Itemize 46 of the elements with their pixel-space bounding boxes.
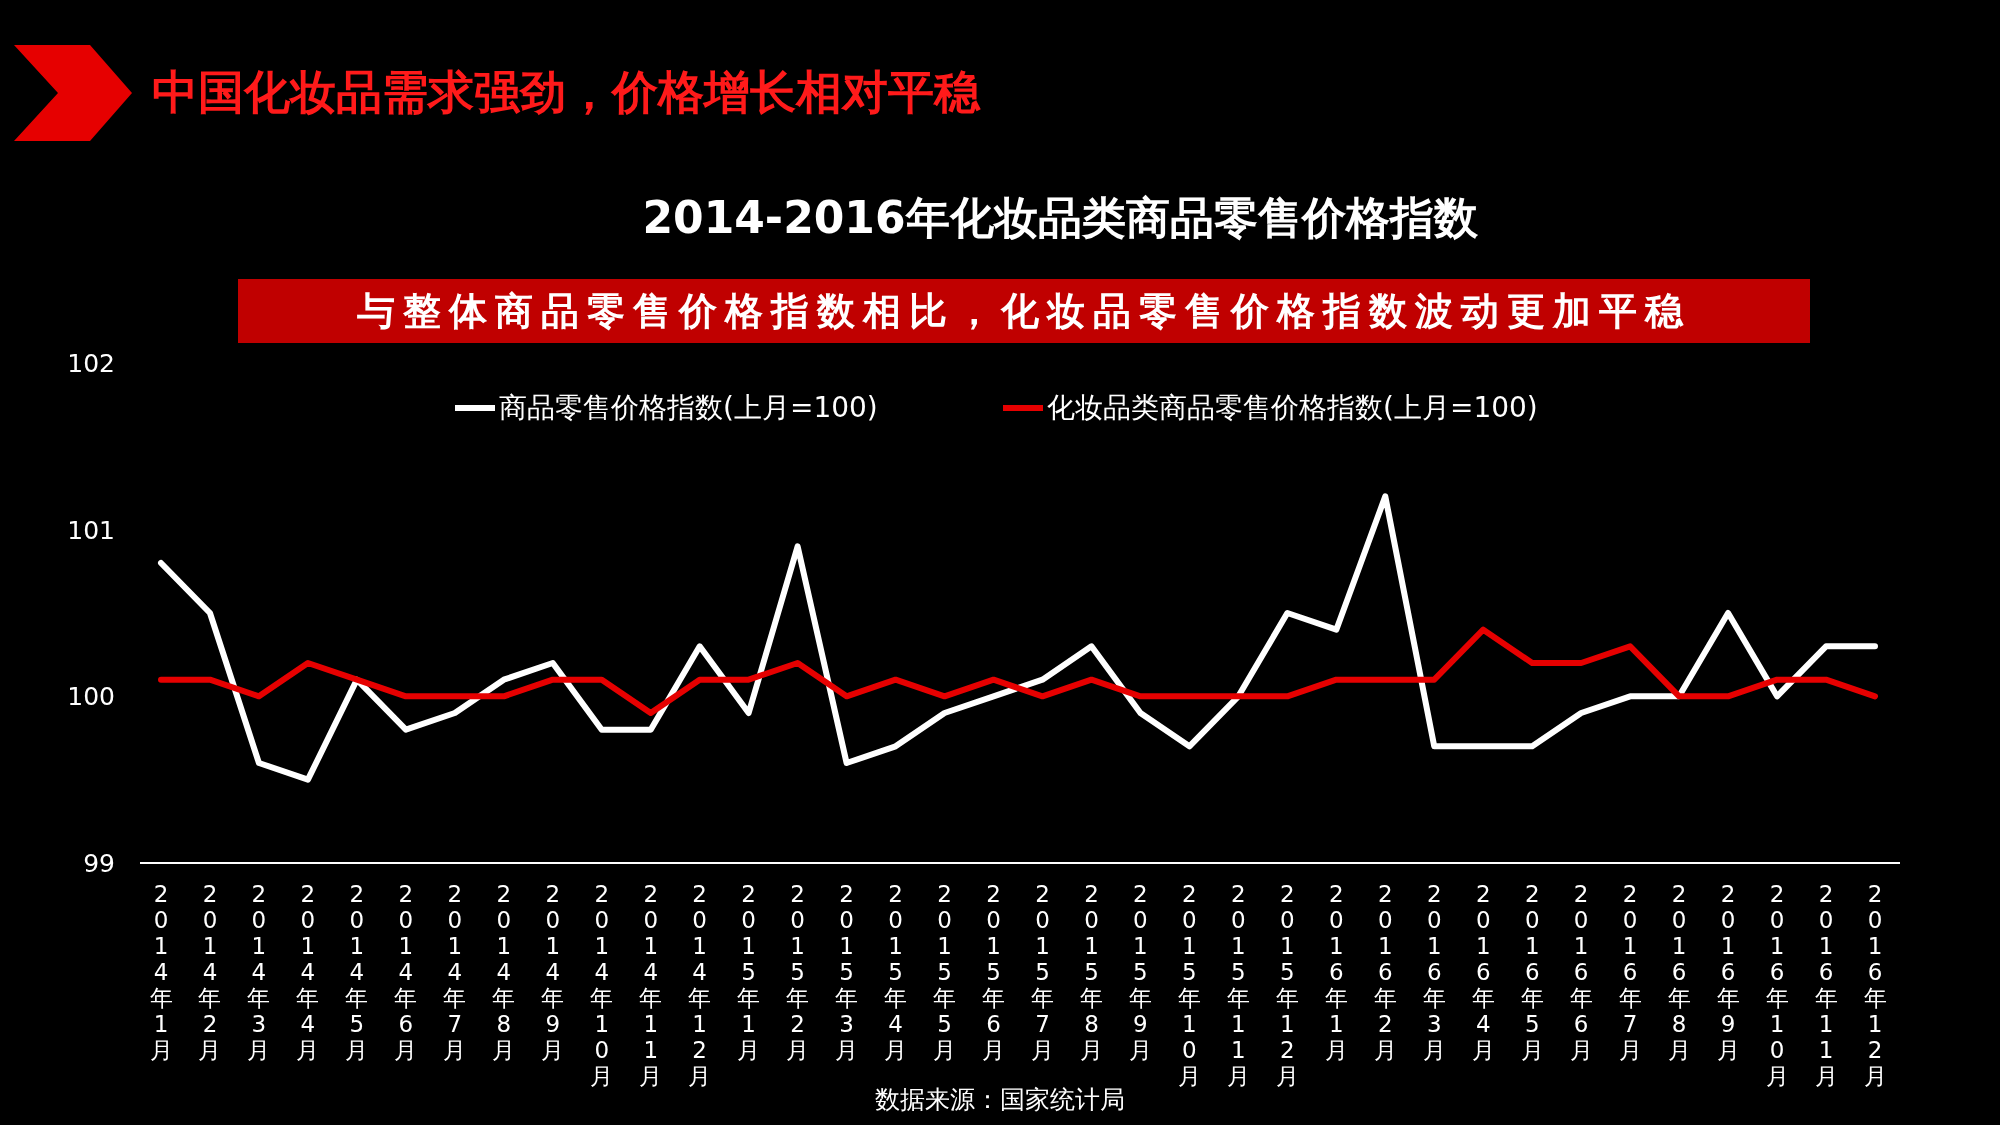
x-tick-label: 2014年8月 — [492, 881, 516, 1063]
x-tick-label: 2014年10月 — [590, 881, 614, 1089]
y-tick-label: 101 — [67, 515, 115, 545]
x-tick-label: 2014年12月 — [688, 881, 712, 1089]
x-tick-label: 2015年9月 — [1128, 881, 1152, 1063]
x-tick-label: 2014年5月 — [345, 881, 369, 1063]
x-tick-label: 2015年2月 — [786, 881, 810, 1063]
x-tick-label: 2015年4月 — [884, 881, 908, 1063]
x-tick-label: 2016年5月 — [1520, 881, 1544, 1063]
x-tick-label: 2015年3月 — [835, 881, 859, 1063]
x-tick-label: 2015年10月 — [1177, 881, 1201, 1089]
x-tick-label: 2015年5月 — [933, 881, 957, 1063]
x-tick-label: 2015年1月 — [737, 881, 761, 1063]
text: 与整体商品零售价格指数相比，化妆品零售价格指数波动更加平稳 — [357, 289, 1691, 333]
y-tick-label: 100 — [67, 682, 115, 712]
x-tick-label: 2015年8月 — [1079, 881, 1103, 1063]
x-tick-label: 2014年11月 — [639, 881, 663, 1089]
x-tick-label: 2016年6月 — [1569, 881, 1593, 1063]
x-tick-label: 2016年1月 — [1324, 881, 1348, 1063]
x-tick-label: 2015年12月 — [1275, 881, 1299, 1089]
x-tick-label: 2016年2月 — [1373, 881, 1397, 1063]
x-tick-label: 2014年2月 — [198, 881, 222, 1063]
x-tick-label: 2016年12月 — [1863, 881, 1887, 1089]
y-tick-label: 99 — [83, 849, 115, 878]
x-tick-label: 2014年3月 — [247, 881, 271, 1063]
chart-subtitle: 2014-2016年化妆品类商品零售价格指数 — [642, 192, 1479, 243]
x-tick-label: 2016年7月 — [1618, 881, 1642, 1063]
x-tick-label: 2014年9月 — [541, 881, 565, 1063]
x-tick-label: 2015年7月 — [1030, 881, 1054, 1063]
legend-label: 商品零售价格指数(上月=100) — [499, 391, 878, 424]
x-tick-label: 2014年7月 — [443, 881, 467, 1063]
x-tick-label: 2016年4月 — [1471, 881, 1495, 1063]
x-tick-label: 2015年6月 — [982, 881, 1006, 1063]
x-tick-label: 2014年1月 — [149, 881, 173, 1063]
y-tick-label: 102 — [67, 349, 115, 378]
chart-title: 中国化妆品需求强劲，价格增长相对平稳 — [152, 65, 981, 119]
x-tick-label: 2016年3月 — [1422, 881, 1446, 1063]
x-tick-label: 2016年11月 — [1814, 881, 1838, 1089]
x-tick-label: 2016年9月 — [1716, 881, 1740, 1063]
x-tick-label: 2016年10月 — [1765, 881, 1789, 1089]
x-tick-label: 2015年11月 — [1226, 881, 1250, 1089]
x-tick-label: 2016年8月 — [1667, 881, 1691, 1063]
source-note: 数据来源：国家统计局 — [875, 1085, 1125, 1114]
legend-label: 化妆品类商品零售价格指数(上月=100) — [1047, 391, 1538, 424]
x-tick-label: 2014年6月 — [394, 881, 418, 1063]
x-tick-label: 2014年4月 — [296, 881, 320, 1063]
